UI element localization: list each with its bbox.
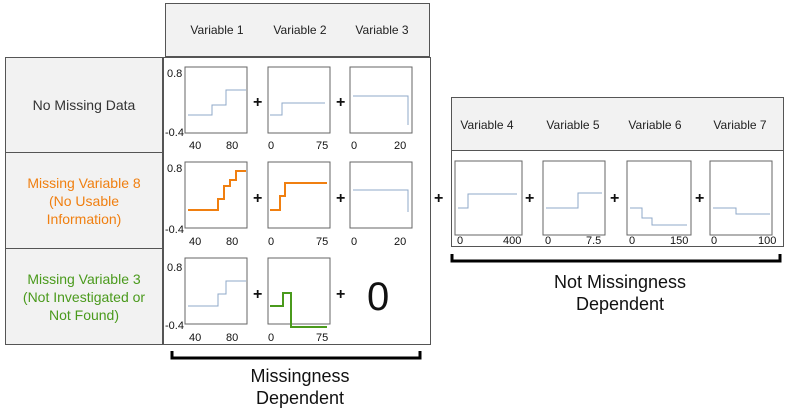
plus-sign: + [695, 190, 705, 207]
plot-frame-r1-v3 [349, 66, 413, 134]
x-tick: 0 [268, 332, 275, 344]
y-tick-bottom: -0.4 [165, 320, 184, 332]
step-line-v4 [458, 193, 517, 209]
plus-sign: + [253, 190, 263, 207]
step-line-v6 [630, 207, 687, 226]
x-tick: 100 [758, 235, 777, 247]
column-header-variable-5: Variable 5 [546, 118, 600, 132]
plus-sign: + [525, 190, 535, 207]
row-label-cell-1 [5, 57, 163, 153]
bracket-right [450, 254, 782, 263]
plus-sign: + [336, 286, 346, 303]
plot-frame-v5 [542, 160, 606, 236]
step-line-r2-v3 [353, 189, 409, 212]
plot-frame-r2-v3 [349, 161, 413, 229]
y-tick-top: 0.8 [167, 68, 183, 80]
right-header [451, 97, 784, 151]
plot-frame-r3-v1 [184, 257, 248, 325]
y-tick-bottom: -0.4 [165, 127, 184, 139]
x-tick: 80 [226, 140, 239, 152]
bracket-right-label: Not Missingness Dependent [553, 272, 687, 314]
x-tick: 7.5 [586, 235, 602, 247]
column-header-variable-4: Variable 4 [460, 118, 514, 132]
row-label-text: Missing Variable 3 (Not Investigated or … [22, 270, 146, 323]
step-line-v7 [713, 207, 770, 215]
x-tick: 0 [351, 140, 358, 152]
step-line-v5 [546, 192, 602, 209]
column-header-variable-3: Variable 3 [355, 23, 409, 37]
step-line-r2-v2 [270, 182, 327, 211]
zero-term: 0 [367, 275, 390, 319]
step-line-r1-v3 [353, 95, 409, 125]
row-label-text: No Missing Data [32, 97, 136, 113]
x-tick: 20 [394, 236, 407, 248]
x-tick: 40 [189, 332, 202, 344]
x-tick: 75 [316, 236, 329, 248]
x-tick: 80 [226, 332, 239, 344]
x-tick: 80 [226, 236, 239, 248]
x-tick: 0 [268, 140, 275, 152]
step-line-r1-v1 [188, 89, 246, 116]
x-tick: 75 [316, 332, 329, 344]
column-header-variable-6: Variable 6 [628, 118, 682, 132]
y-tick-top: 0.8 [167, 262, 183, 274]
step-line-r1-v2 [270, 102, 325, 116]
x-tick: 40 [189, 140, 202, 152]
x-tick: 0 [545, 235, 552, 247]
step-line-r2-v1 [188, 170, 246, 211]
plus-sign: + [253, 286, 263, 303]
row-label-cell-3 [5, 248, 163, 345]
x-tick: 40 [189, 236, 202, 248]
x-tick: 20 [394, 140, 407, 152]
x-tick: 400 [503, 235, 522, 247]
plot-frame-v7 [709, 160, 773, 236]
row-label-no-missing: No Missing Data [5, 57, 163, 153]
plot-frame-r3-v2 [267, 257, 331, 325]
plus-sign: + [336, 94, 346, 111]
row-label-text: Missing Variable 8 (No Usable Informatio… [27, 174, 141, 227]
column-header-variable-7: Variable 7 [713, 118, 767, 132]
plot-panel-right [451, 150, 784, 247]
x-tick: 150 [670, 235, 689, 247]
row-label-missing-var3: Missing Variable 3 (Not Investigated or … [5, 248, 163, 345]
row-label-missing-var8: Missing Variable 8 (No Usable Informatio… [5, 152, 163, 249]
plot-frame-r1-v2 [267, 66, 331, 134]
plus-sign: + [336, 190, 346, 207]
column-header-variable-1: Variable 1 [190, 23, 244, 37]
column-header-variable-2: Variable 2 [273, 23, 327, 37]
step-line-r3-v1 [188, 280, 246, 307]
y-tick-top: 0.8 [167, 163, 183, 175]
plot-frame-v4 [454, 160, 523, 236]
plot-frame-v6 [626, 160, 692, 236]
plus-sign: + [434, 190, 444, 207]
plot-frame-r1-v1 [184, 66, 248, 134]
bracket-left-label: Missingness Dependent [250, 366, 350, 408]
x-tick: 0 [268, 236, 275, 248]
left-header [165, 3, 430, 57]
y-tick-bottom: -0.4 [165, 224, 184, 236]
x-tick: 75 [316, 140, 329, 152]
plus-sign: + [253, 94, 263, 111]
plot-frame-r2-v2 [267, 161, 331, 229]
x-tick: 0 [457, 235, 464, 247]
x-tick: 0 [351, 236, 358, 248]
step-line-r3-v2 [270, 292, 327, 328]
plus-sign: + [610, 190, 620, 207]
x-tick: 0 [629, 235, 636, 247]
plot-grid-left [163, 57, 431, 345]
x-tick: 0 [711, 235, 718, 247]
bracket-left [170, 351, 422, 360]
